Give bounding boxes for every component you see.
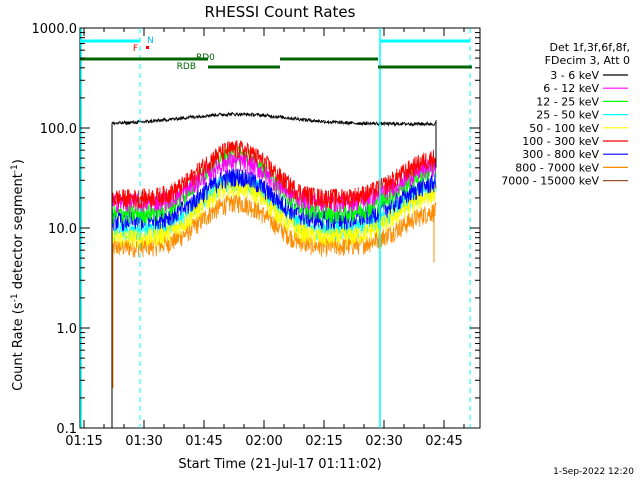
x-tick-label-0: 01:15 [65, 434, 102, 449]
flag-label-rd0: RD0 [196, 53, 215, 63]
series-line-5 [111, 140, 437, 221]
axes-layer: 0.1 1.0 10.0 100.0 1000.0 01:15 01:30 01:45 02:0… [32, 22, 480, 449]
legend-label-0: 3 - 6 keV [550, 69, 599, 82]
x-tick-label-4: 02:15 [305, 434, 342, 449]
flag-label-n: N [147, 36, 154, 46]
series-line-1 [111, 151, 437, 225]
legend-label-5: 100 - 300 keV [522, 135, 599, 148]
legend-label-7: 800 - 7000 keV [515, 161, 599, 174]
series-line-0 [111, 111, 437, 127]
x-tick-label-2: 01:45 [185, 434, 222, 449]
legend-header-line-2: FDecim 3, Att 0 [545, 54, 630, 67]
legend-label-3: 25 - 50 keV [536, 109, 599, 122]
y-axis-label: Count Rate (s-1 detector segment-1) [10, 159, 26, 391]
legend-label-2: 12 - 25 keV [536, 95, 599, 108]
x-tick-label-3: 02:00 [245, 434, 282, 449]
legend-label-4: 50 - 100 keV [529, 122, 599, 135]
legend-label-1: 6 - 12 keV [543, 82, 599, 95]
legend-label-6: 300 - 800 keV [522, 148, 599, 161]
footer-timestamp: 1-Sep-2022 12:20 [553, 467, 634, 477]
x-tick-label-1: 01:30 [125, 434, 162, 449]
flag-label-f: F [133, 44, 138, 54]
chart-title: RHESSI Count Rates [205, 3, 356, 21]
legend: Det 1f,3f,6f,8f, FDecim 3, Att 0 3 - 6 k… [501, 41, 630, 188]
y-tick-label-4: 1000.0 [32, 22, 78, 37]
flare-flag-mark [146, 46, 149, 49]
legend-label-8: 7000 - 15000 keV [501, 175, 599, 188]
x-tick-label-6: 02:45 [425, 434, 462, 449]
y-tick-label-3: 100.0 [40, 122, 77, 137]
legend-header-line-1: Det 1f,3f,6f,8f, [549, 41, 630, 54]
y-tick-label-2: 10.0 [48, 222, 77, 237]
x-tick-label-5: 02:30 [365, 434, 402, 449]
x-axis-label: Start Time (21-Jul-17 01:11:02) [178, 457, 381, 472]
flag-label-rdb: RDB [177, 62, 196, 72]
y-tick-label-1: 1.0 [56, 322, 77, 337]
y-tick-label-0: 0.1 [56, 422, 77, 437]
series-layer [111, 111, 437, 428]
